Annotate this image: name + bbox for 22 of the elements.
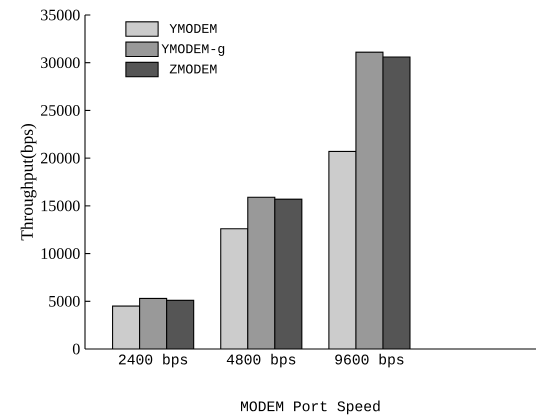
legend-label: YMODEM [170, 24, 216, 33]
x-tick-label: 9600 bps [335, 354, 404, 368]
y-tick-label: 20000 [41, 152, 80, 164]
y-tick-label: 0 [72, 344, 80, 354]
bar [355, 52, 384, 350]
y-tick-label: 10000 [42, 248, 80, 259]
x-tick-label: 2400 bps [118, 354, 188, 368]
y-tick-label: 15000 [42, 200, 80, 212]
x-axis-title: MODEM Port Speed [241, 400, 380, 414]
y-tick-label: 5000 [49, 296, 80, 307]
bar [220, 228, 248, 350]
bar [248, 197, 275, 350]
y-tick-label: 35000 [41, 10, 80, 20]
bar [140, 298, 167, 350]
bar [328, 150, 356, 350]
y-axis-title: Throughput(bps) [20, 124, 36, 240]
x-tick-label: 4800 bps [226, 354, 296, 368]
y-tick-label: 30000 [41, 57, 80, 68]
legend-label: YMODEM-g [162, 44, 224, 56]
legend-label: ZMODEM [170, 64, 216, 74]
y-tick-label: 25000 [41, 105, 80, 116]
bar [112, 306, 140, 350]
